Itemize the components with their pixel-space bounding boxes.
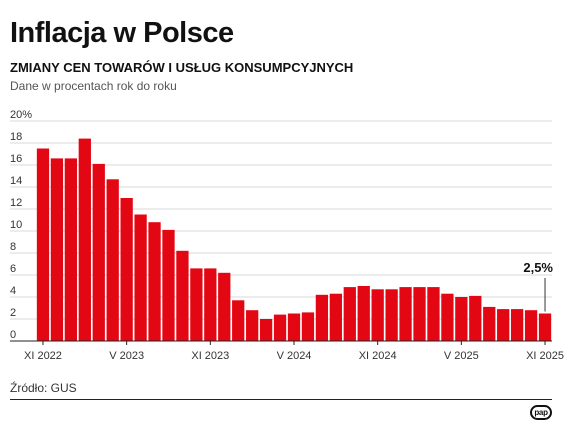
bar — [162, 229, 175, 341]
x-tick-label: V 2025 — [444, 350, 479, 362]
bar — [64, 158, 78, 341]
y-tick-label: 20% — [10, 109, 32, 121]
y-tick-label: 6 — [10, 263, 16, 275]
annotation: 2,5% — [523, 260, 553, 312]
bar — [301, 312, 315, 341]
y-tick-label: 16 — [10, 153, 22, 165]
y-tick-label: 2 — [10, 307, 16, 319]
chart-subtitle: ZMIANY CEN TOWARÓW I USŁUG KONSUMPCYJNYC… — [10, 60, 354, 75]
bar — [455, 297, 468, 341]
bar — [315, 294, 329, 341]
x-tick-label: XI 2025 — [526, 350, 564, 362]
bar — [232, 300, 245, 341]
x-tick-label: V 2023 — [109, 350, 144, 362]
bar — [190, 268, 203, 341]
x-tick-label: V 2024 — [277, 350, 312, 362]
bar — [120, 198, 133, 341]
bar — [204, 268, 217, 341]
bar — [510, 309, 524, 341]
y-tick-label: 18 — [10, 131, 22, 143]
bar — [134, 214, 147, 341]
grid-lines — [10, 120, 552, 320]
bar — [106, 179, 119, 341]
bar — [176, 250, 189, 341]
chart-title: Inflacja w Polsce — [10, 17, 234, 49]
bar — [483, 306, 496, 341]
annotation-label: 2,5% — [523, 260, 553, 275]
bar — [148, 222, 161, 341]
y-tick-label: 8 — [10, 241, 16, 253]
bar — [343, 287, 356, 341]
bar — [36, 148, 50, 341]
bar — [329, 293, 342, 341]
bar — [246, 310, 259, 341]
bar — [357, 286, 370, 341]
y-axis-labels: 0 2 4 6 8 10 12 14 16 18 20% — [10, 109, 32, 341]
bar — [441, 293, 454, 341]
footer-rule — [10, 399, 552, 400]
y-tick-label: 12 — [10, 197, 22, 209]
bar — [538, 313, 552, 341]
x-tick-label: XI 2023 — [191, 350, 229, 362]
x-tick-label: XI 2022 — [24, 350, 62, 362]
bar — [399, 287, 412, 341]
x-axis: XI 2022 V 2023 XI 2023 V 2024 XI 2024 V 2025 X… — [10, 340, 564, 362]
bar — [50, 158, 64, 341]
bar — [469, 295, 482, 341]
chart-subnote: Dane w procentach rok do roku — [10, 79, 177, 93]
bar — [371, 289, 384, 341]
bar — [413, 287, 426, 341]
bar — [259, 319, 273, 341]
bar — [92, 163, 105, 341]
y-tick-label: 10 — [10, 219, 22, 231]
bars — [36, 138, 552, 341]
pap-logo: pap — [530, 405, 552, 420]
bar — [497, 309, 510, 341]
bar — [524, 310, 538, 341]
x-tick-label: XI 2024 — [359, 350, 397, 362]
y-tick-label: 14 — [10, 175, 22, 187]
y-tick-label: 0 — [10, 329, 16, 341]
bar — [218, 272, 231, 341]
bar — [427, 287, 440, 341]
source-note: Źródło: GUS — [10, 381, 77, 395]
y-tick-label: 4 — [10, 285, 16, 297]
bar — [273, 314, 287, 341]
bar — [78, 138, 91, 341]
bar — [385, 289, 398, 341]
bar — [287, 313, 301, 341]
